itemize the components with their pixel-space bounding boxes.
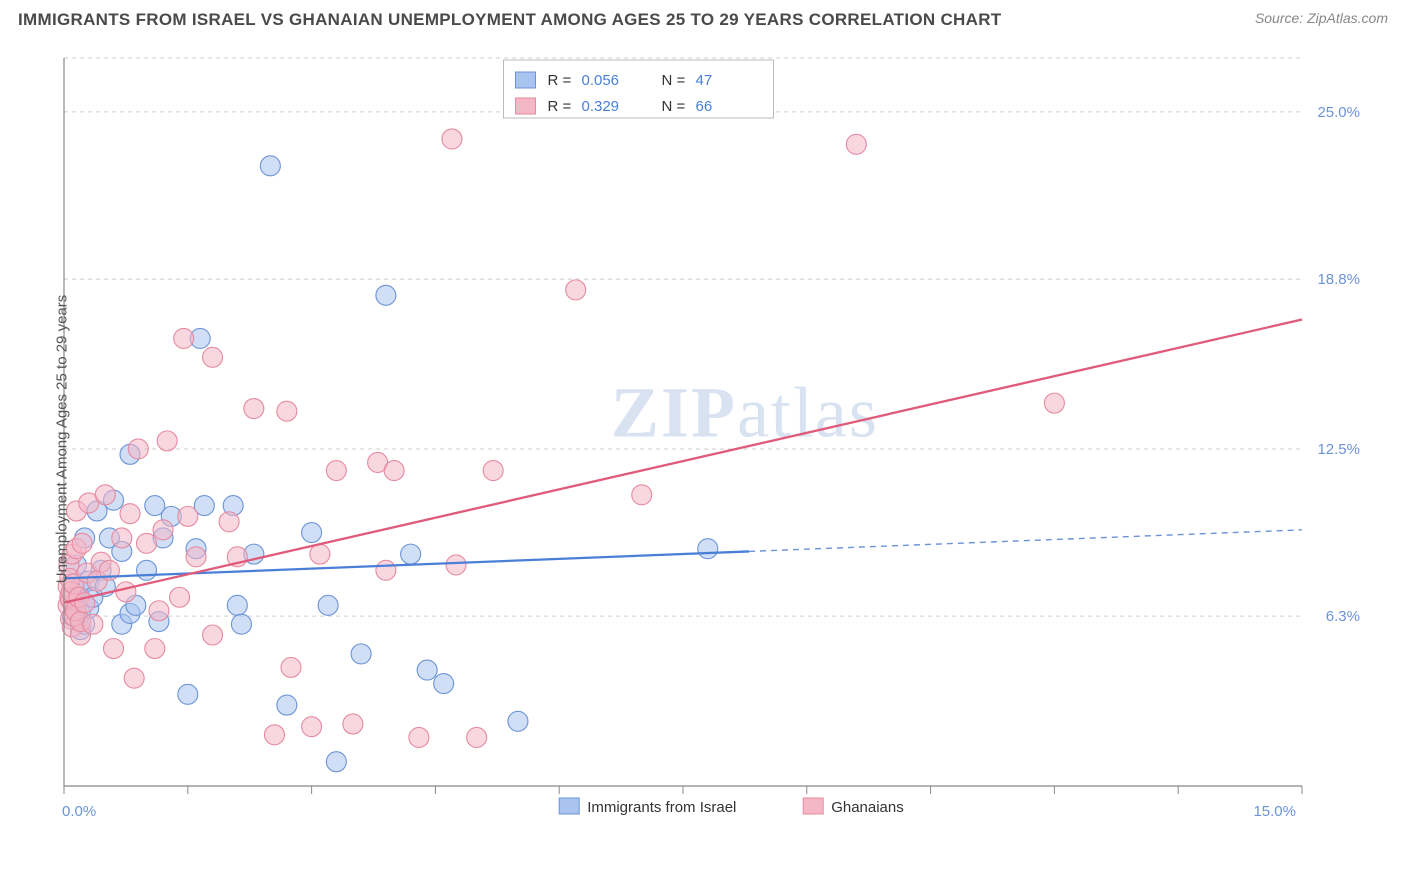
y-tick-label: 6.3% <box>1326 608 1360 625</box>
data-point <box>376 285 396 305</box>
data-point <box>846 134 866 154</box>
x-tick-label: 0.0% <box>62 803 96 820</box>
data-point <box>95 485 115 505</box>
data-point <box>351 644 371 664</box>
legend-n-value: 66 <box>695 98 712 115</box>
legend-n-value: 47 <box>695 72 712 89</box>
y-tick-label: 25.0% <box>1317 104 1360 121</box>
data-point <box>434 674 454 694</box>
data-point <box>157 431 177 451</box>
data-point <box>277 695 297 715</box>
data-point <box>343 714 363 734</box>
data-point <box>83 614 103 634</box>
data-point <box>128 439 148 459</box>
watermark: ZIPatlas <box>611 373 879 453</box>
data-point <box>227 595 247 615</box>
data-point <box>186 547 206 567</box>
data-point <box>260 156 280 176</box>
chart-title: IMMIGRANTS FROM ISRAEL VS GHANAIAN UNEMP… <box>18 10 1001 30</box>
data-point <box>72 533 92 553</box>
trend-line-ghanaians <box>64 320 1302 603</box>
data-point <box>326 461 346 481</box>
data-point <box>264 725 284 745</box>
data-point <box>124 668 144 688</box>
legend-label: Ghanaians <box>831 799 904 816</box>
data-point <box>120 504 140 524</box>
data-point <box>178 506 198 526</box>
trend-line-israel-extrap <box>749 530 1302 552</box>
data-point <box>467 727 487 747</box>
data-point <box>281 657 301 677</box>
data-point <box>1044 393 1064 413</box>
data-point <box>566 280 586 300</box>
data-point <box>277 401 297 421</box>
x-tick-label: 15.0% <box>1253 803 1296 820</box>
legend-swatch <box>803 798 823 814</box>
data-point <box>219 512 239 532</box>
source-caption: Source: ZipAtlas.com <box>1255 10 1388 26</box>
legend-n-label: N = <box>661 98 685 115</box>
data-point <box>326 752 346 772</box>
data-point <box>483 461 503 481</box>
data-point <box>178 684 198 704</box>
data-point <box>310 544 330 564</box>
legend-n-label: N = <box>661 72 685 89</box>
correlation-chart: ZIPatlas 0.0% 15.0% 6.3% 12.5% 18.8% 25.0% R = 0… <box>52 44 1372 834</box>
data-point <box>302 523 322 543</box>
data-point <box>116 582 136 602</box>
legend-r-value: 0.329 <box>581 98 619 115</box>
data-point <box>203 347 223 367</box>
data-point <box>149 601 169 621</box>
data-point <box>137 533 157 553</box>
legend-r-value: 0.056 <box>581 72 619 89</box>
data-point <box>318 595 338 615</box>
legend-swatch <box>515 98 535 114</box>
data-point <box>231 614 251 634</box>
y-tick-label: 12.5% <box>1317 441 1360 458</box>
data-point <box>112 528 132 548</box>
legend-r-label: R = <box>547 72 571 89</box>
legend-swatch <box>559 798 579 814</box>
data-point <box>376 560 396 580</box>
stats-legend <box>503 60 773 118</box>
data-point <box>508 711 528 731</box>
data-point <box>302 717 322 737</box>
series-legend: Immigrants from Israel Ghanaians <box>559 798 904 816</box>
data-point <box>145 638 165 658</box>
data-point <box>401 544 421 564</box>
legend-label: Immigrants from Israel <box>587 799 736 816</box>
data-point <box>170 587 190 607</box>
data-point <box>244 399 264 419</box>
data-point <box>384 461 404 481</box>
data-point <box>417 660 437 680</box>
data-point <box>153 520 173 540</box>
data-point <box>698 539 718 559</box>
data-point <box>632 485 652 505</box>
data-point <box>446 555 466 575</box>
data-point <box>137 560 157 580</box>
y-tick-label: 18.8% <box>1317 271 1360 288</box>
data-point <box>104 638 124 658</box>
data-point <box>174 328 194 348</box>
data-point <box>442 129 462 149</box>
legend-swatch <box>515 72 535 88</box>
data-point <box>409 727 429 747</box>
y-axis-label: Unemployment Among Ages 25 to 29 years <box>54 295 71 584</box>
data-point <box>203 625 223 645</box>
legend-r-label: R = <box>547 98 571 115</box>
